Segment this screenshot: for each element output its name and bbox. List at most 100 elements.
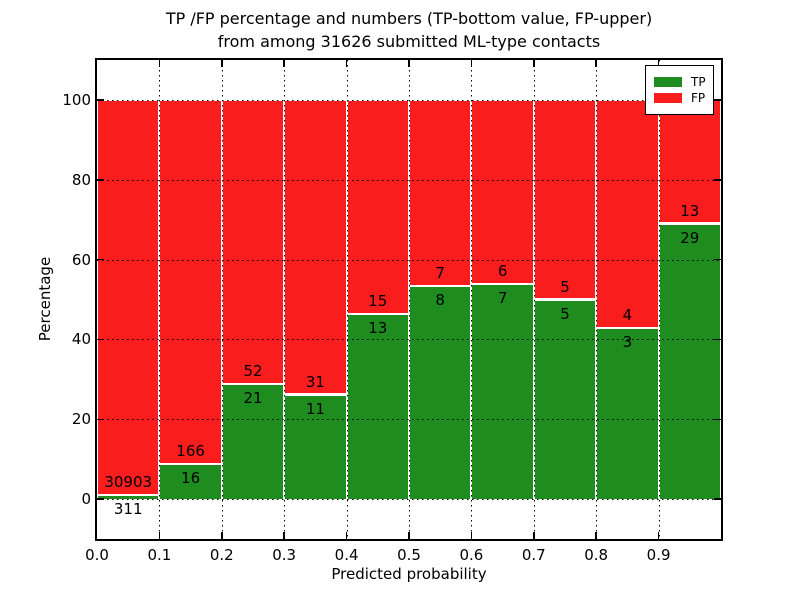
y-tick-mark-right [714,258,721,261]
y-tick-mark-right [714,498,721,500]
x-tick-label: 0.4 [334,546,359,564]
x-tick-mark-top [283,60,285,67]
annotation-fp-count: 31 [305,372,325,391]
chart-title-line1: TP /FP percentage and numbers (TP-bottom… [165,9,653,28]
x-tick-mark-top [595,60,597,67]
bar-segment-fp [409,99,472,287]
legend: TP FP [645,65,714,115]
bar-segment-tp [471,284,534,499]
chart-title-line2: from among 31626 submitted ML-type conta… [217,32,601,51]
x-tick-mark-top [221,60,223,67]
annotation-fp-count: 52 [243,362,263,381]
annotation-tp-count: 21 [243,389,263,408]
annotation-tp-count: 29 [680,228,700,247]
bar-segment-tp [346,313,409,500]
bar-segment-tp [97,495,160,500]
legend-label-tp: TP [691,75,706,89]
bar-segment-fp [658,99,721,224]
x-gridline [471,60,473,539]
annotation-fp-count: 15 [368,291,388,310]
y-tick-mark-right [714,338,721,341]
x-tick-label: 0.8 [584,546,609,564]
x-gridline [533,60,535,539]
bar-segment-fp [533,99,597,300]
y-tick-label: 100 [62,90,91,109]
x-tick-mark-bottom [221,532,223,539]
x-gridline [596,60,598,539]
annotation-fp-count: 166 [176,442,205,460]
x-tick-label: 0.5 [397,546,421,564]
legend-item-fp: FP [654,91,705,105]
x-tick-mark-bottom [408,532,410,539]
bar-segment-tp [409,286,472,500]
bar-segment-tp [596,328,659,500]
annotation-fp-count: 4 [622,306,633,324]
y-tick-mark-left [97,258,104,261]
bar-segment-tp [533,299,597,500]
annotation-tp-count: 8 [435,291,445,310]
bar-segment-tp [658,223,721,500]
y-tick-mark-right [714,418,721,420]
x-tick-label: 0.7 [521,546,546,564]
annotation-fp-count: 5 [560,277,570,296]
y-tick-mark-right [714,179,721,181]
x-tick-label: 0.9 [646,546,671,564]
y-tick-mark-left [97,418,104,420]
y-tick-mark-right [714,99,721,101]
x-tick-mark-top [158,60,161,67]
y-tick-mark-left [97,99,104,101]
annotation-fp-count: 6 [497,262,508,281]
y-tick-label: 20 [71,410,91,429]
annotation-fp-count: 13 [680,201,700,220]
y-tick-mark-left [97,498,104,500]
x-axis-label: Predicted probability [331,565,487,583]
x-tick-mark-bottom [595,532,597,539]
plot-area: TP FP 30903 311 166 16 52 21 31 11 15 13 7 8 6 7 5 5 4 3 1… [95,58,723,541]
y-tick-mark-left [97,179,104,181]
x-tick-mark-bottom [283,532,285,539]
y-tick-label: 0 [81,490,91,509]
bar-segment-fp [346,99,409,314]
x-tick-mark-top [408,60,410,67]
x-gridline [159,60,161,539]
bar-segment-tp [221,384,285,500]
chart-title: TP /FP percentage and numbers (TP-bottom… [97,7,721,53]
y-tick-label: 60 [71,250,91,269]
bar-segment-fp [159,99,222,464]
x-gridline [221,60,223,539]
y-tick-label: 40 [71,330,91,349]
bar-segment-fp [221,99,285,385]
legend-label-fp: FP [691,91,706,105]
x-tick-mark-top [657,60,660,67]
x-tick-mark-top [345,60,348,67]
annotation-tp-count: 16 [181,469,201,487]
annotation-tp-count: 311 [113,500,143,519]
x-gridline [284,60,286,539]
annotation-tp-count: 3 [622,333,633,351]
x-tick-label: 0.2 [209,546,234,564]
x-tick-label: 0.6 [459,546,484,564]
x-tick-mark-bottom [533,532,535,539]
x-tick-mark-bottom [657,532,660,539]
legend-swatch-fp [654,93,682,103]
annotation-fp-count: 30903 [104,473,153,492]
x-tick-mark-bottom [345,532,348,539]
annotation-tp-count: 13 [368,318,388,337]
x-gridline [346,60,348,539]
x-tick-mark-bottom [158,532,161,539]
bar-segment-tp [284,394,347,499]
x-tick-label: 0.3 [272,546,297,564]
x-tick-mark-bottom [470,532,473,539]
y-axis-label: Percentage [36,256,54,342]
annotation-tp-count: 5 [560,304,570,323]
legend-item-tp: TP [654,75,706,89]
x-tick-mark-top [533,60,535,67]
y-tick-mark-left [97,338,104,341]
x-gridline [658,60,660,539]
x-tick-mark-top [470,60,473,67]
y-tick-label: 80 [71,170,91,189]
bar-segment-fp [97,99,160,496]
x-tick-label: 0.1 [147,546,172,564]
annotation-tp-count: 7 [497,289,508,308]
